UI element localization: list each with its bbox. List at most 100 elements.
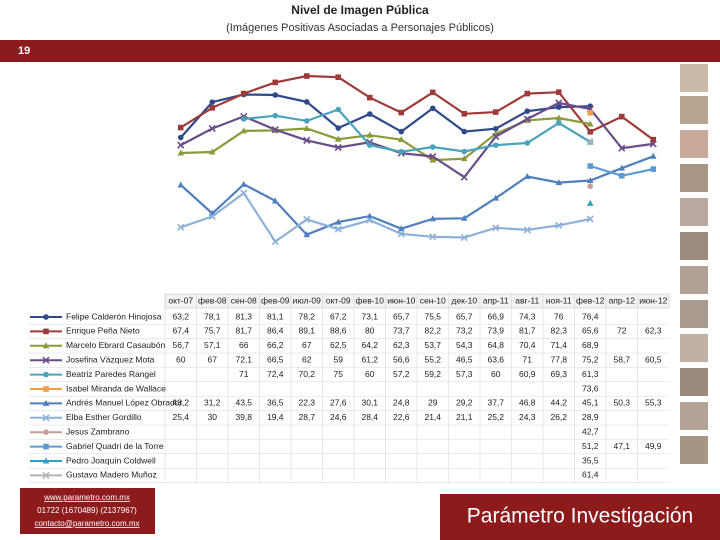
- marker: [43, 386, 49, 392]
- marker: [429, 89, 436, 96]
- table-value: 36,5: [267, 398, 284, 408]
- table-value: 62,3: [645, 326, 662, 336]
- legend-label: Pedro Joaquín Coldwell: [66, 455, 156, 465]
- table-value: 27,6: [330, 398, 347, 408]
- table-value: 81,7: [235, 326, 252, 336]
- legend-label: Marcelo Ebrard Casaubón: [66, 340, 165, 350]
- marker: [492, 109, 499, 115]
- table-value: 65,7: [393, 311, 410, 321]
- marker: [492, 142, 499, 148]
- table-value: 68,9: [582, 340, 599, 350]
- table-value: 31,2: [204, 398, 221, 408]
- marker: [586, 215, 594, 223]
- marker: [42, 457, 50, 464]
- marker: [397, 230, 405, 238]
- x-tick-label: апр-12: [609, 295, 636, 305]
- marker: [177, 223, 185, 231]
- photo: [680, 164, 708, 192]
- marker: [43, 371, 49, 378]
- table-value: 55,3: [645, 398, 662, 408]
- table-value: 22,3: [298, 398, 315, 408]
- marker: [398, 128, 405, 135]
- marker: [272, 79, 279, 86]
- marker: [586, 138, 594, 146]
- marker: [555, 89, 562, 95]
- table-value: 74,3: [519, 311, 536, 321]
- legend-label: Elba Esther Gordillo: [66, 412, 142, 422]
- marker: [460, 214, 468, 221]
- marker: [587, 183, 594, 190]
- series-line: [180, 191, 591, 244]
- marker: [366, 212, 374, 219]
- table-value: 43,2: [172, 398, 189, 408]
- table-value: 73,1: [361, 311, 378, 321]
- table-value: 57,3: [456, 369, 473, 379]
- legend-label: Felipe Calderón Hinojosa: [66, 311, 162, 321]
- marker: [43, 328, 49, 335]
- table-value: 28,9: [582, 412, 599, 422]
- legend-label: Isabel Miranda de Wallace: [66, 383, 166, 393]
- table-value: 72,1: [235, 354, 252, 364]
- table-value: 61,3: [582, 369, 599, 379]
- table-value: 61,4: [582, 470, 599, 480]
- photo: [680, 232, 708, 260]
- marker: [587, 129, 594, 135]
- marker: [618, 144, 626, 152]
- marker: [303, 125, 311, 131]
- table-value: 29: [428, 398, 438, 408]
- marker: [303, 73, 310, 79]
- table-value: 70,4: [519, 340, 536, 350]
- marker: [524, 140, 531, 146]
- table-value: 25,4: [172, 412, 189, 422]
- table-value: 67,2: [330, 311, 347, 321]
- table-value: 35,5: [582, 455, 599, 465]
- table-value: 42,7: [582, 426, 599, 436]
- table-value: 64,2: [361, 340, 378, 350]
- table-value: 63,2: [172, 311, 189, 321]
- table-value: 76: [554, 311, 564, 321]
- marker: [334, 135, 342, 142]
- table-value: 88,6: [330, 326, 347, 336]
- table-value: 71: [523, 354, 533, 364]
- table-value: 53,7: [424, 340, 441, 350]
- marker: [271, 126, 279, 134]
- series-line: [180, 74, 654, 141]
- marker: [492, 224, 500, 232]
- series-line: [180, 101, 654, 179]
- photo: [680, 334, 708, 362]
- table-value: 60: [365, 369, 375, 379]
- table-value: 21,1: [456, 412, 473, 422]
- marker: [208, 212, 216, 220]
- marker: [398, 109, 405, 116]
- marker: [334, 218, 342, 225]
- slide-number: 19: [18, 45, 30, 57]
- table-value: 82,2: [424, 326, 441, 336]
- marker: [555, 99, 563, 107]
- table-value: 60,5: [645, 354, 662, 364]
- table-value: 71: [239, 369, 249, 379]
- table-value: 58,7: [613, 354, 630, 364]
- marker: [177, 124, 184, 131]
- table-value: 73,2: [456, 326, 473, 336]
- marker: [335, 74, 342, 80]
- marker: [303, 118, 310, 124]
- table-value: 61,2: [361, 354, 378, 364]
- table-value: 73,6: [582, 383, 599, 393]
- footer-web[interactable]: www.parametro.com.mx: [43, 493, 130, 502]
- table-value: 81,3: [235, 311, 252, 321]
- table-value: 75,7: [204, 326, 221, 336]
- photo: [680, 300, 708, 328]
- table-value: 22,6: [393, 412, 410, 422]
- marker: [618, 164, 626, 171]
- table-value: 67: [302, 340, 312, 350]
- x-tick-label: июл-09: [293, 295, 321, 305]
- x-tick-label: фев-10: [355, 295, 384, 305]
- table-value: 81,1: [267, 311, 284, 321]
- marker: [461, 110, 468, 117]
- footer-mail[interactable]: contacto@parametro.com.mx: [34, 519, 139, 528]
- marker: [303, 136, 311, 144]
- marker: [42, 414, 50, 422]
- marker: [272, 92, 279, 98]
- marker: [429, 144, 436, 150]
